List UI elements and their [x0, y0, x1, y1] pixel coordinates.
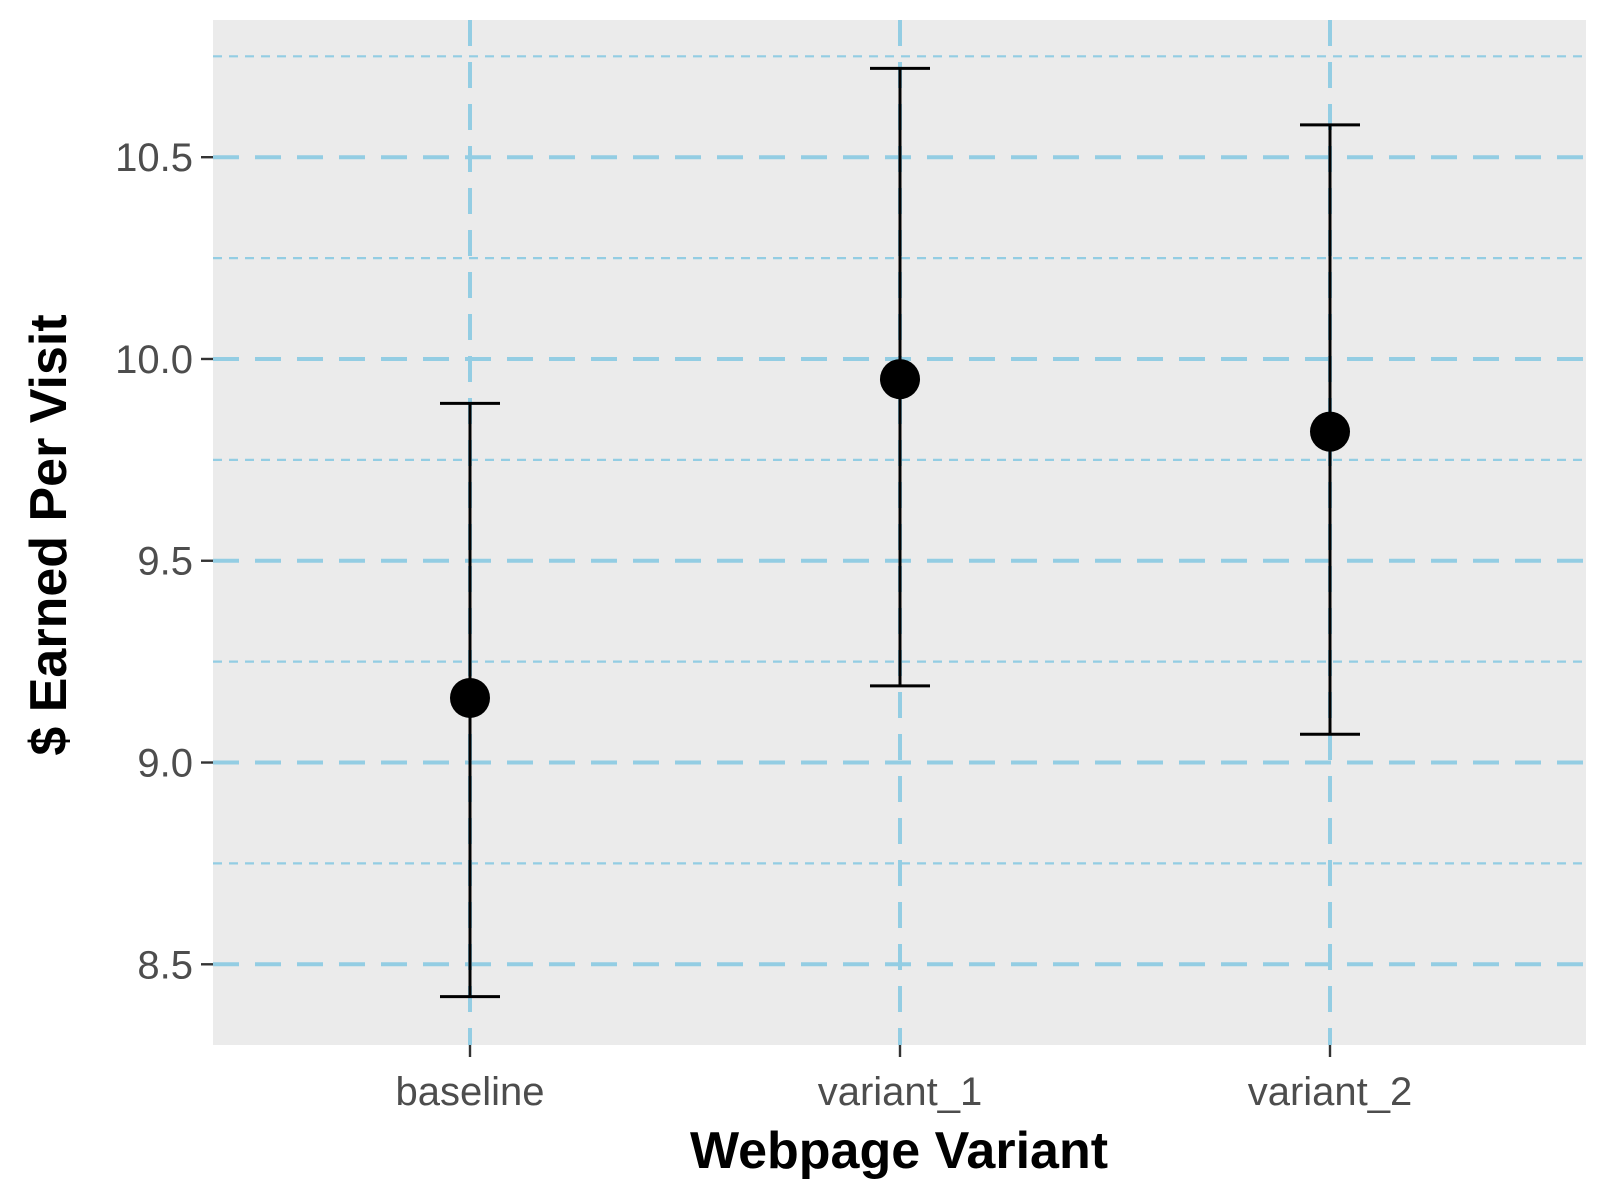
data-point-baseline [450, 677, 490, 718]
axis-ticks: 8.5 9.0 9.5 10.0 10.5 baseline variant_1 varian… [115, 136, 1412, 1114]
x-axis-title: Webpage Variant [690, 1122, 1108, 1180]
data-marks [440, 66, 1360, 999]
data-point-variant_2 [1310, 411, 1350, 452]
x-tick-label: variant_2 [1248, 1070, 1413, 1114]
y-tick-label: 9.0 [137, 742, 193, 786]
y-tick-label: 10.5 [115, 136, 193, 180]
y-tick-label: 9.5 [137, 540, 193, 584]
data-point-variant_1 [880, 359, 920, 400]
y-tick-label: 8.5 [137, 943, 193, 987]
y-axis-title: $ Earned Per Visit [20, 314, 78, 755]
x-tick-label: variant_1 [818, 1070, 983, 1114]
y-tick-label: 10.0 [115, 338, 193, 382]
x-tick-label: baseline [395, 1070, 544, 1114]
